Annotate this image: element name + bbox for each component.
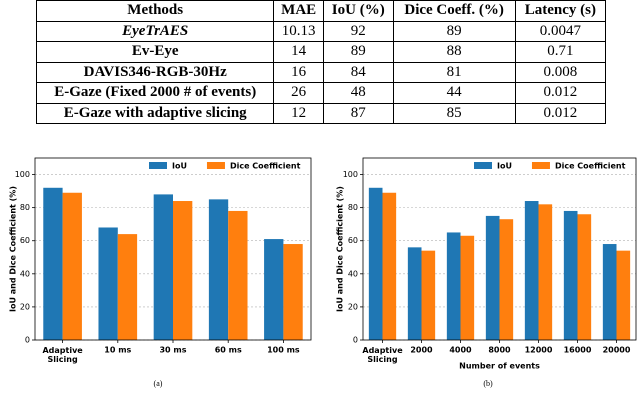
table-cell: 88 bbox=[392, 41, 516, 63]
bar bbox=[208, 199, 229, 340]
x-tick-label: 8000 bbox=[488, 346, 511, 355]
table-cell: 0.008 bbox=[514, 62, 607, 83]
legend-swatch bbox=[474, 162, 492, 169]
bar bbox=[563, 210, 578, 340]
bar bbox=[407, 247, 422, 340]
x-tick-label: 100 ms bbox=[267, 346, 300, 355]
y-tick-label: 100 bbox=[343, 170, 358, 179]
table-cell: 0.012 bbox=[514, 82, 607, 104]
table-cell: 85 bbox=[392, 103, 516, 124]
y-tick-label: 0 bbox=[353, 336, 358, 345]
bar bbox=[485, 215, 500, 340]
legend-swatch bbox=[149, 162, 167, 169]
bar bbox=[602, 244, 617, 340]
bar bbox=[228, 210, 248, 340]
legend-label: Dice Coefficient bbox=[555, 162, 626, 171]
table-cell: IoU (%) bbox=[322, 0, 394, 22]
bar bbox=[62, 192, 82, 340]
x-tick-label-line: Adaptive bbox=[42, 346, 83, 355]
bar bbox=[524, 201, 539, 340]
legend-swatch bbox=[206, 162, 225, 169]
bar bbox=[616, 250, 631, 340]
x-tick-label-line: Slicing bbox=[48, 355, 78, 364]
bar bbox=[283, 244, 303, 340]
table-cell: 0.71 bbox=[514, 41, 607, 63]
table-row: Methods MAE IoU (%) Dice Coeff. (%) Latency … bbox=[35, 0, 607, 22]
x-tick-label: Adaptive Slicing bbox=[42, 346, 83, 364]
y-tick-label: 0 bbox=[25, 336, 30, 345]
table-cell: Latency (s) bbox=[514, 0, 607, 22]
plot-frame bbox=[362, 157, 637, 341]
table-cell: Ev-Eye bbox=[35, 41, 275, 63]
y-tick-label: 80 bbox=[348, 203, 358, 212]
table-cell: E-Gaze with adaptive slicing bbox=[35, 103, 275, 124]
table-row: DAVIS346-RGB-30Hz 16 84 81 0.008 bbox=[35, 62, 607, 83]
y-tick-label: 40 bbox=[348, 269, 358, 278]
x-tick-label: 10 ms bbox=[104, 346, 131, 355]
table-cell: 92 bbox=[322, 21, 394, 42]
x-tick-label: 60 ms bbox=[215, 346, 242, 355]
y-tick-label: 20 bbox=[348, 302, 358, 311]
legend-label: IoU bbox=[497, 162, 512, 171]
table-cell: 89 bbox=[322, 41, 394, 63]
x-tick-label: 2000 bbox=[410, 346, 433, 355]
bar bbox=[173, 201, 193, 340]
table-cell: EyeTrAES bbox=[35, 21, 275, 42]
table-cell: 10.13 bbox=[273, 21, 324, 42]
y-tick-label: 60 bbox=[20, 236, 30, 245]
bar bbox=[153, 194, 173, 340]
x-tick-label: 30 ms bbox=[159, 346, 186, 355]
bar bbox=[43, 187, 63, 340]
y-tick-label: 40 bbox=[20, 269, 30, 278]
bar bbox=[382, 192, 397, 340]
bar bbox=[446, 232, 461, 340]
table-cell: 0.0047 bbox=[514, 21, 607, 42]
bar bbox=[538, 204, 553, 340]
y-axis-label: IoU and Dice Coefficient (%) bbox=[336, 186, 345, 312]
table-row: EyeTrAES 10.13 92 89 0.0047 bbox=[35, 21, 607, 42]
table-cell: 0.012 bbox=[514, 103, 607, 124]
caption: (a) bbox=[154, 379, 163, 388]
table-cell: 14 bbox=[273, 41, 324, 63]
table-row: E-Gaze with adaptive slicing 12 87 85 0.012 bbox=[35, 103, 607, 124]
y-tick-label: 100 bbox=[15, 170, 30, 179]
table-cell: DAVIS346-RGB-30Hz bbox=[35, 62, 275, 83]
table-cell: 81 bbox=[392, 62, 516, 83]
x-tick-label: 16000 bbox=[564, 346, 592, 355]
caption: (b) bbox=[483, 379, 493, 388]
table-row: Ev-Eye 14 89 88 0.71 bbox=[35, 41, 607, 63]
legend-swatch bbox=[531, 162, 550, 169]
legend-label: Dice Coefficient bbox=[230, 162, 301, 171]
x-tick-label: 4000 bbox=[449, 346, 472, 355]
table-cell: 89 bbox=[392, 21, 516, 42]
x-tick-label: 20000 bbox=[603, 346, 631, 355]
table-row: E-Gaze (Fixed 2000 # of events) 26 48 44 0.0… bbox=[35, 82, 607, 104]
table-cell: Methods bbox=[35, 0, 275, 22]
bar bbox=[98, 227, 118, 340]
table-cell: E-Gaze (Fixed 2000 # of events) bbox=[35, 82, 275, 104]
bar bbox=[499, 219, 514, 340]
bar bbox=[264, 239, 284, 340]
x-axis-label: Number of events bbox=[459, 362, 540, 371]
bar bbox=[460, 235, 475, 340]
plot-frame bbox=[34, 157, 312, 341]
y-tick-label: 60 bbox=[348, 236, 358, 245]
x-tick-label: Adaptive Slicing bbox=[362, 346, 403, 364]
legend-label: IoU bbox=[172, 162, 187, 171]
y-axis-label: IoU and Dice Coefficient (%) bbox=[9, 186, 18, 312]
results-table: Methods MAE IoU (%) Dice Coeff. (%) Latency … bbox=[35, 0, 607, 124]
table-cell: 87 bbox=[322, 103, 394, 124]
bar bbox=[117, 234, 138, 340]
x-tick-label-line: Slicing bbox=[367, 355, 397, 364]
bar bbox=[368, 187, 383, 340]
bar bbox=[577, 214, 592, 340]
x-tick-label: 12000 bbox=[525, 346, 553, 355]
y-tick-label: 80 bbox=[20, 203, 30, 212]
bar bbox=[421, 250, 436, 340]
y-tick-label: 20 bbox=[20, 302, 30, 311]
x-tick-label-line: Adaptive bbox=[362, 346, 403, 355]
